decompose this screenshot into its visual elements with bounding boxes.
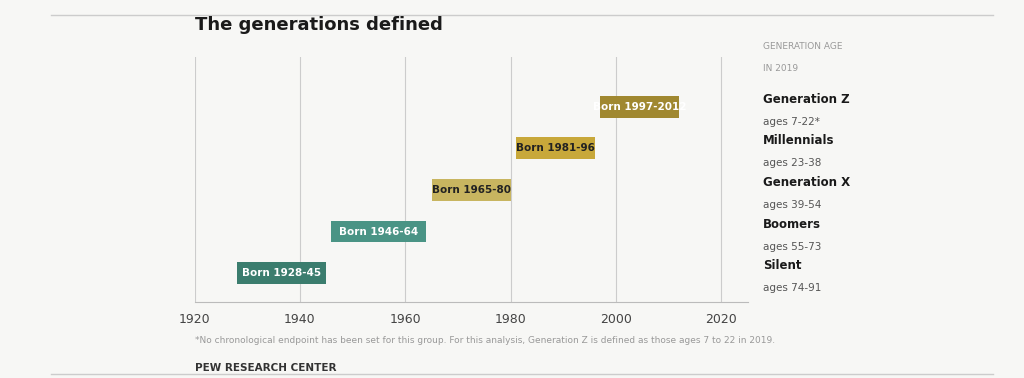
Text: ages 55-73: ages 55-73 — [763, 242, 821, 252]
Text: *No chronological endpoint has been set for this group. For this analysis, Gener: *No chronological endpoint has been set … — [195, 336, 775, 345]
Text: Born 1981-96: Born 1981-96 — [516, 143, 595, 153]
Text: GENERATION AGE: GENERATION AGE — [763, 42, 843, 51]
FancyBboxPatch shape — [431, 179, 511, 201]
FancyBboxPatch shape — [600, 96, 679, 118]
Text: PEW RESEARCH CENTER: PEW RESEARCH CENTER — [195, 363, 336, 373]
Text: ages 74-91: ages 74-91 — [763, 284, 821, 293]
Text: Boomers: Boomers — [763, 218, 821, 231]
Text: Millennials: Millennials — [763, 134, 835, 147]
Text: IN 2019: IN 2019 — [763, 64, 798, 73]
Text: Generation X: Generation X — [763, 176, 850, 189]
Text: Generation Z: Generation Z — [763, 93, 850, 105]
FancyBboxPatch shape — [516, 138, 595, 159]
Text: Silent: Silent — [763, 259, 802, 272]
Text: Born 1965-80: Born 1965-80 — [431, 185, 511, 195]
Text: ages 39-54: ages 39-54 — [763, 200, 821, 210]
Text: ages 23-38: ages 23-38 — [763, 158, 821, 169]
Text: Born 1946-64: Born 1946-64 — [339, 226, 419, 237]
FancyBboxPatch shape — [332, 221, 426, 242]
Text: The generations defined: The generations defined — [195, 16, 442, 34]
Text: Born 1997-2012: Born 1997-2012 — [593, 102, 686, 112]
Text: ages 7-22*: ages 7-22* — [763, 117, 820, 127]
Text: Born 1928-45: Born 1928-45 — [242, 268, 321, 278]
FancyBboxPatch shape — [237, 262, 327, 284]
